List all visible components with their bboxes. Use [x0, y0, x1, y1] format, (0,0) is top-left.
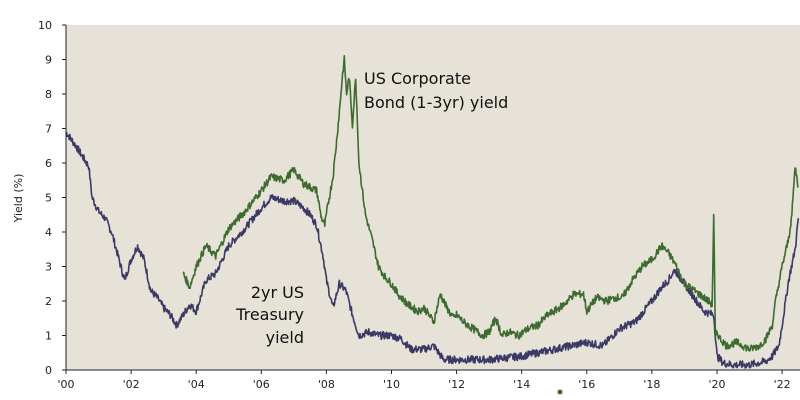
treasury-2yr-yield-line: [65, 131, 800, 369]
x-tick-label: '14: [513, 378, 530, 391]
x-tick-label: '16: [578, 378, 595, 391]
x-tick-label: '18: [643, 378, 660, 391]
y-tick-label: 1: [45, 330, 52, 343]
y-tick-label: 5: [45, 192, 52, 205]
corporate-bond-yield-line: [182, 54, 799, 352]
treasury-annotation-line1: 2yr US: [251, 283, 304, 302]
plot-background: [66, 25, 800, 370]
x-tick-label: '22: [774, 378, 791, 391]
marker-dot: [557, 389, 563, 395]
y-tick-label: 7: [45, 123, 52, 136]
y-axis-label: Yield (%): [12, 174, 25, 224]
y-tick-label: 6: [45, 157, 52, 170]
y-tick-label: 3: [45, 261, 52, 274]
x-tick-label: '12: [448, 378, 465, 391]
x-tick-label: '20: [708, 378, 725, 391]
x-tick-label: '02: [123, 378, 140, 391]
x-tick-label: '00: [57, 378, 74, 391]
x-tick-label: '08: [318, 378, 335, 391]
x-tick-label: '10: [383, 378, 400, 391]
y-tick-label: 4: [45, 226, 52, 239]
corporate-annotation-line2: Bond (1-3yr) yield: [364, 93, 508, 112]
corporate-annotation-line1: US Corporate: [364, 69, 471, 88]
treasury-annotation-line2: Treasury: [235, 305, 304, 324]
y-tick-label: 2: [45, 295, 52, 308]
y-tick-label: 8: [45, 88, 52, 101]
treasury-annotation-line3: yield: [266, 328, 304, 347]
y-tick-label: 10: [38, 19, 52, 32]
x-tick-label: '06: [253, 378, 270, 391]
y-tick-label: 0: [45, 364, 52, 377]
x-tick-label: '04: [188, 378, 205, 391]
y-tick-label: 9: [45, 54, 52, 67]
